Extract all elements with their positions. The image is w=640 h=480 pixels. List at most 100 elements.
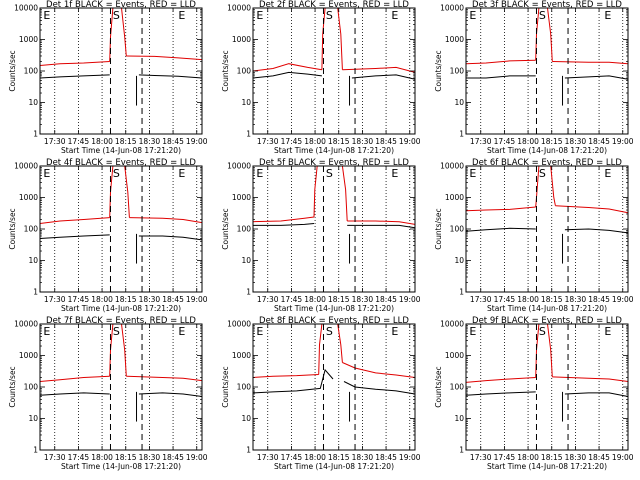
y-tick-label: 1000	[232, 193, 251, 202]
y-tick-label: 100	[24, 67, 39, 76]
detector-panel: Det 9f BLACK = Events, RED = LLD 1 10 100 10…	[434, 316, 634, 471]
series-line	[253, 223, 315, 226]
plot-frame	[39, 7, 203, 135]
x-axis-label: Start Time (14-Jun-08 17:21:20)	[487, 462, 607, 471]
y-tick-label: 100	[237, 67, 252, 76]
interval-marker: E	[256, 325, 263, 338]
y-axis-label: Counts/sec	[8, 50, 17, 91]
x-tick-label: 17:45	[68, 295, 90, 304]
x-tick-label: 17:45	[494, 137, 516, 146]
x-tick-label: 18:45	[162, 453, 184, 462]
x-tick-label: 18:30	[139, 295, 161, 304]
y-tick-label: 100	[24, 225, 39, 234]
x-tick-label: 18:15	[541, 137, 563, 146]
plot-frame	[39, 165, 203, 293]
y-tick-label: 1000	[232, 35, 251, 44]
series-line	[465, 206, 536, 212]
interval-marker: E	[391, 9, 398, 22]
series-line	[138, 235, 203, 241]
panel-title: Det 3f BLACK = Events, RED = LLD	[472, 0, 622, 10]
y-tick-label: 1	[459, 288, 464, 297]
x-tick-label: 18:00	[517, 137, 539, 146]
x-tick-label: 18:15	[328, 137, 350, 146]
x-axis-label: Start Time (14-Jun-08 17:21:20)	[487, 146, 607, 155]
x-tick-label: 17:45	[281, 453, 303, 462]
detector-panel: Det 3f BLACK = Events, RED = LLD 1 10 100 10…	[434, 0, 634, 155]
y-tick-label: 100	[450, 225, 465, 234]
y-tick-label: 10000	[14, 4, 38, 13]
panel-title: Det 4f BLACK = Events, RED = LLD	[46, 158, 196, 168]
series-line	[466, 75, 536, 79]
series-line	[138, 392, 203, 397]
plot-frame	[252, 7, 416, 135]
interval-marker: E	[391, 325, 398, 338]
interval-marker: E	[43, 325, 50, 338]
interval-marker: S	[113, 9, 120, 22]
x-tick-label: 17:45	[68, 137, 90, 146]
y-tick-label: 10000	[440, 4, 464, 13]
x-tick-label: 18:15	[115, 453, 137, 462]
series-line	[252, 71, 322, 79]
y-tick-label: 1	[33, 288, 38, 297]
detector-panel: Det 8f BLACK = Events, RED = LLD 1 10 100 10…	[221, 316, 421, 471]
detector-panel: Det 2f BLACK = Events, RED = LLD 1 10 100 10…	[221, 0, 421, 155]
y-tick-label: 1	[33, 130, 38, 139]
x-tick-label: 18:30	[352, 453, 374, 462]
interval-marker: E	[604, 325, 611, 338]
series-line	[552, 61, 629, 65]
y-tick-label: 1000	[445, 351, 464, 360]
x-tick-label: 19:00	[186, 453, 208, 462]
y-axis-label: Counts/sec	[221, 208, 230, 249]
panel-title: Det 5f BLACK = Events, RED = LLD	[259, 158, 409, 168]
series-line	[347, 220, 416, 225]
interval-marker: S	[113, 167, 120, 180]
x-tick-label: 17:30	[257, 137, 279, 146]
x-tick-label: 19:00	[612, 295, 634, 304]
y-tick-label: 1000	[445, 35, 464, 44]
y-tick-label: 1000	[232, 351, 251, 360]
y-tick-label: 10000	[227, 162, 251, 171]
x-tick-label: 17:30	[44, 453, 66, 462]
x-axis-label: Start Time (14-Jun-08 17:21:20)	[487, 304, 607, 313]
series-line	[39, 234, 110, 239]
x-tick-label: 19:00	[186, 137, 208, 146]
x-tick-label: 18:30	[352, 295, 374, 304]
detector-panel: Det 7f BLACK = Events, RED = LLD 1 10 100 10…	[8, 316, 208, 471]
series-line	[126, 375, 203, 382]
plot-frame	[252, 165, 416, 293]
x-tick-label: 18:00	[91, 295, 113, 304]
y-tick-label: 10	[28, 414, 38, 423]
plot-frame	[465, 7, 629, 135]
x-axis-label: Start Time (14-Jun-08 17:21:20)	[274, 462, 394, 471]
series-line	[347, 224, 416, 229]
interval-marker: E	[391, 167, 398, 180]
y-tick-label: 100	[237, 383, 252, 392]
x-tick-label: 18:00	[304, 295, 326, 304]
x-tick-label: 18:15	[328, 453, 350, 462]
y-tick-label: 10	[241, 98, 251, 107]
x-tick-label: 18:00	[304, 137, 326, 146]
x-axis-label: Start Time (14-Jun-08 17:21:20)	[274, 146, 394, 155]
y-tick-label: 10000	[440, 162, 464, 171]
x-tick-label: 18:15	[115, 137, 137, 146]
y-tick-label: 10	[28, 98, 38, 107]
x-tick-label: 17:45	[281, 137, 303, 146]
y-tick-label: 1000	[19, 351, 38, 360]
interval-marker: E	[43, 167, 50, 180]
series-line	[555, 205, 629, 214]
y-tick-label: 10	[454, 256, 464, 265]
interval-marker: E	[256, 9, 263, 22]
x-tick-label: 17:30	[470, 295, 492, 304]
y-tick-label: 10000	[227, 320, 251, 329]
x-tick-label: 17:45	[494, 453, 516, 462]
interval-marker: E	[604, 9, 611, 22]
series-line	[465, 377, 536, 383]
series-line	[252, 63, 322, 72]
x-tick-label: 18:30	[139, 137, 161, 146]
series-line	[252, 374, 319, 378]
series-line	[465, 391, 536, 396]
panel-title: Det 7f BLACK = Events, RED = LLD	[46, 316, 196, 326]
y-tick-label: 100	[24, 383, 39, 392]
x-tick-label: 17:45	[68, 453, 90, 462]
